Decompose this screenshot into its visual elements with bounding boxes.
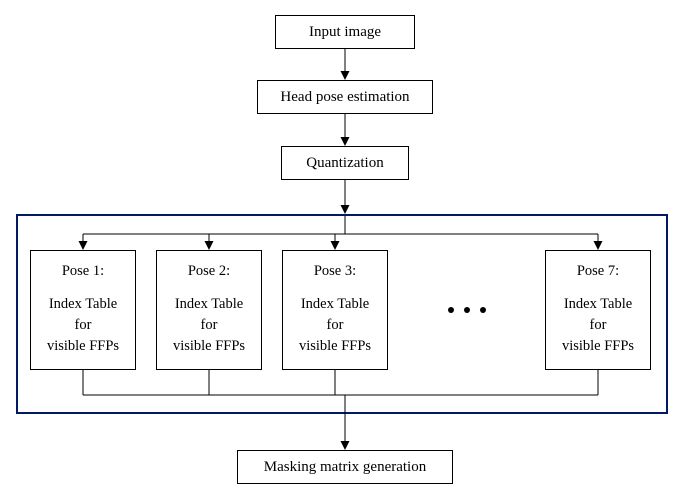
ellipsis-icon: [432, 304, 502, 316]
node-label: Input image: [309, 22, 381, 42]
node-label: Quantization: [306, 153, 383, 173]
pose-body: Index Table for visible FFPs: [550, 294, 646, 357]
node-head-pose-estimation: Head pose estimation: [257, 80, 433, 114]
node-label: Head pose estimation: [280, 87, 409, 107]
pose-node-1: Pose 1: Index Table for visible FFPs: [30, 250, 136, 370]
node-quantization: Quantization: [281, 146, 409, 180]
pose-title: Pose 2:: [161, 261, 257, 282]
pose-node-2: Pose 2: Index Table for visible FFPs: [156, 250, 262, 370]
pose-body: Index Table for visible FFPs: [35, 294, 131, 357]
pose-body: Index Table for visible FFPs: [161, 294, 257, 357]
pose-body: Index Table for visible FFPs: [287, 294, 383, 357]
pose-title: Pose 1:: [35, 261, 131, 282]
pose-node-3: Pose 3: Index Table for visible FFPs: [282, 250, 388, 370]
pose-node-7: Pose 7: Index Table for visible FFPs: [545, 250, 651, 370]
node-label: Masking matrix generation: [264, 457, 426, 477]
pose-title: Pose 7:: [550, 261, 646, 282]
pose-title: Pose 3:: [287, 261, 383, 282]
node-masking-matrix-generation: Masking matrix generation: [237, 450, 453, 484]
node-input-image: Input image: [275, 15, 415, 49]
